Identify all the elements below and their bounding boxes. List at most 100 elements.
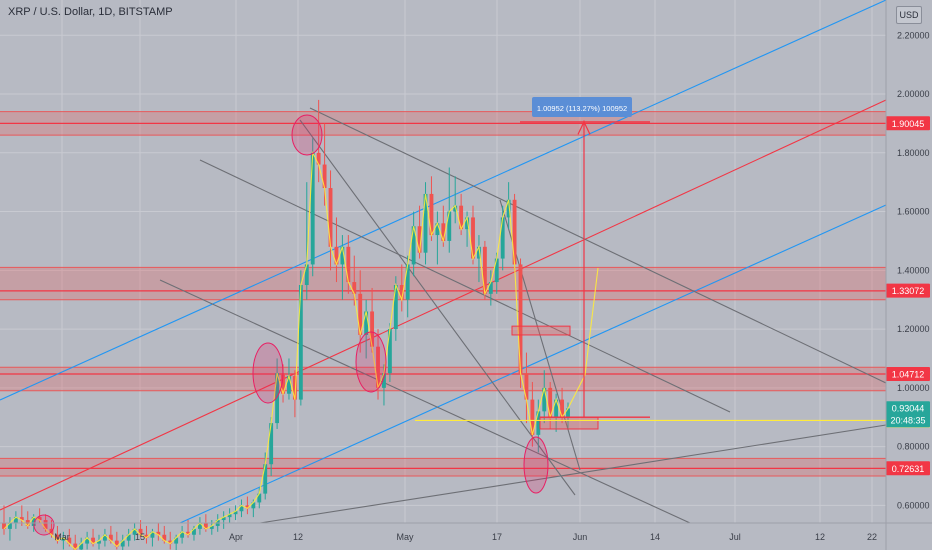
marker-box [539, 416, 599, 430]
candle-body [417, 226, 422, 253]
candle-body [334, 246, 339, 265]
candle-body [340, 246, 345, 265]
candle-body [298, 285, 303, 400]
price-label: 1.90045 [892, 119, 925, 129]
candle-body [524, 373, 529, 400]
candle-body [43, 520, 48, 529]
candle-body [269, 423, 274, 465]
price-label: 1.33072 [892, 286, 925, 296]
candle-body [423, 193, 428, 253]
candle-body [73, 543, 78, 550]
y-tick-label: 1.40000 [897, 265, 930, 275]
currency-button[interactable]: USD [896, 6, 922, 24]
y-tick-label: 0.60000 [897, 500, 930, 510]
y-tick-label: 1.20000 [897, 324, 930, 334]
x-tick-label: 15 [135, 532, 145, 542]
price-label-bg [886, 366, 930, 381]
candle-body [67, 537, 72, 544]
candle-body [459, 205, 464, 230]
zone-band [0, 367, 886, 391]
x-tick-label: 12 [293, 532, 303, 542]
zone-band [0, 267, 886, 300]
candle-body [186, 531, 190, 535]
price-label: 0.72631 [892, 464, 925, 474]
candle-body [138, 528, 143, 535]
pivot-ring [291, 114, 323, 156]
candle-body [174, 537, 179, 544]
y-tick-label: 2.20000 [897, 30, 930, 40]
candle-body [144, 534, 149, 538]
candle-body [506, 199, 511, 218]
candle-body [488, 282, 493, 294]
candle-body [376, 346, 380, 388]
symbol-title: XRP / U.S. Dollar, 1D, BITSTAMP [8, 6, 173, 18]
resistance-zones [0, 111, 886, 477]
candle-body [227, 514, 232, 518]
candle-body [251, 502, 256, 509]
candle-body [257, 493, 262, 503]
candle-body [13, 517, 18, 523]
candle-body [8, 523, 12, 529]
candle-body [477, 246, 481, 259]
candle-body [542, 387, 547, 412]
candle-body [209, 525, 214, 529]
candle-body [221, 517, 226, 521]
candle-body [292, 376, 297, 400]
candle-body [566, 408, 570, 418]
candle-body [536, 411, 541, 435]
x-tick-label: 12 [815, 532, 825, 542]
trend-line [199, 159, 731, 413]
price-label-bg [886, 283, 930, 298]
candle-body [245, 505, 250, 509]
trend-line [159, 279, 691, 524]
candle-body [287, 376, 291, 394]
x-tick-label: Mar [54, 532, 70, 542]
price-label-bg [886, 461, 930, 476]
candle-body [435, 223, 440, 236]
candle-body [465, 217, 470, 230]
candle-body [382, 373, 386, 388]
trend-line [259, 424, 887, 524]
candle-body [364, 311, 369, 335]
x-tick-label: 14 [650, 532, 660, 542]
candle-body [114, 540, 119, 547]
candle-body [19, 517, 24, 521]
candle-body [530, 399, 535, 435]
candle-body [358, 293, 363, 335]
candle-body [441, 223, 446, 241]
candle-body [97, 540, 101, 544]
candle-body [346, 246, 351, 283]
candles[interactable] [2, 99, 570, 550]
candle-body [429, 193, 434, 236]
candle-body [156, 531, 161, 535]
candle-body [108, 534, 113, 541]
candle-body [471, 217, 475, 259]
price-label: 1.04712 [892, 369, 925, 379]
x-tick-label: 17 [492, 532, 502, 542]
price-label-bg [886, 116, 930, 131]
candle-body [554, 399, 559, 418]
candle-body [281, 373, 285, 394]
last-price-value: 0.93044 [892, 403, 925, 413]
candle-body [453, 205, 458, 212]
candle-body [132, 528, 137, 535]
trendlines [0, 0, 887, 524]
candle-body [322, 164, 327, 189]
pivot-ring [252, 342, 284, 404]
candle-body [405, 264, 410, 300]
candle-body [310, 152, 315, 265]
y-tick-label: 1.00000 [897, 383, 930, 393]
candle-body [518, 264, 523, 374]
candle-body [512, 199, 517, 265]
candle-body [102, 534, 107, 541]
measure-label-bg [532, 97, 632, 117]
last-price-bg [886, 401, 930, 428]
candle-body [126, 534, 131, 541]
trend-line [0, 0, 887, 401]
highlight-path [3, 150, 599, 550]
zone-band [0, 458, 886, 476]
candle-body [239, 505, 244, 512]
pivot-ring [355, 331, 387, 393]
